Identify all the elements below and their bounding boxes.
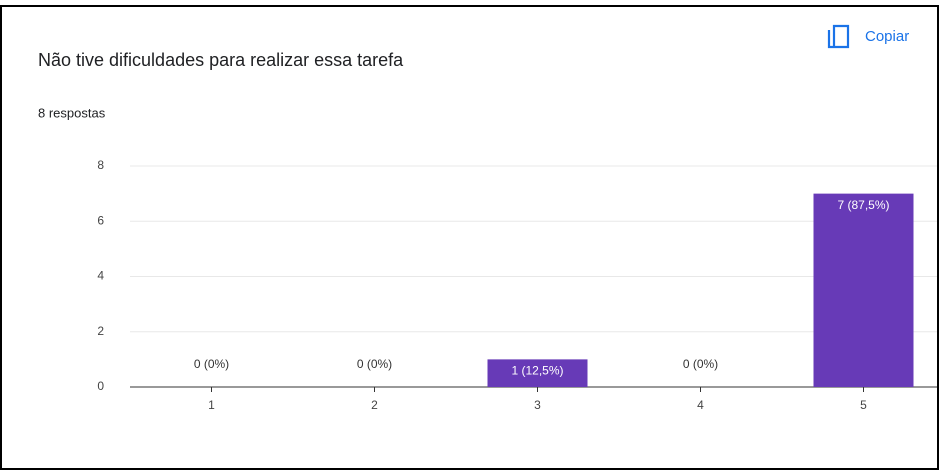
- value-label: 7 (87,5%): [837, 198, 889, 212]
- x-tick-label: 5: [860, 398, 867, 412]
- x-tick-label: 1: [208, 398, 215, 412]
- x-tick-label: 4: [697, 398, 704, 412]
- value-label: 1 (12,5%): [511, 364, 563, 378]
- y-tick-label: 2: [97, 324, 104, 338]
- chart-title: Não tive dificuldades para realizar essa…: [38, 50, 404, 70]
- copy-button[interactable]: Copiar: [827, 24, 909, 49]
- value-label: 0 (0%): [194, 357, 229, 371]
- y-tick-label: 4: [97, 269, 104, 283]
- bar: [813, 193, 914, 387]
- x-tick-label: 2: [371, 398, 378, 412]
- value-label: 0 (0%): [683, 357, 718, 371]
- card: [0, 5, 939, 470]
- bar: [487, 359, 588, 387]
- y-tick-label: 6: [97, 213, 104, 227]
- y-tick-label: 8: [97, 158, 104, 172]
- copy-icon: [827, 24, 850, 49]
- y-tick-label: 0: [97, 379, 104, 393]
- chart-subtitle: 8 respostas: [38, 105, 106, 120]
- copy-label: Copiar: [865, 28, 909, 45]
- x-tick-label: 3: [534, 398, 541, 412]
- value-label: 0 (0%): [357, 357, 392, 371]
